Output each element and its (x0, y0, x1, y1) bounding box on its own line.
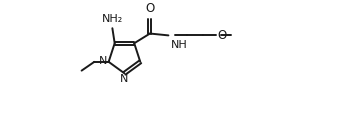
Text: O: O (218, 29, 227, 42)
Text: NH₂: NH₂ (102, 14, 123, 24)
Text: N: N (120, 74, 129, 85)
Text: NH: NH (171, 40, 188, 51)
Text: N: N (99, 56, 107, 66)
Text: O: O (145, 2, 155, 15)
